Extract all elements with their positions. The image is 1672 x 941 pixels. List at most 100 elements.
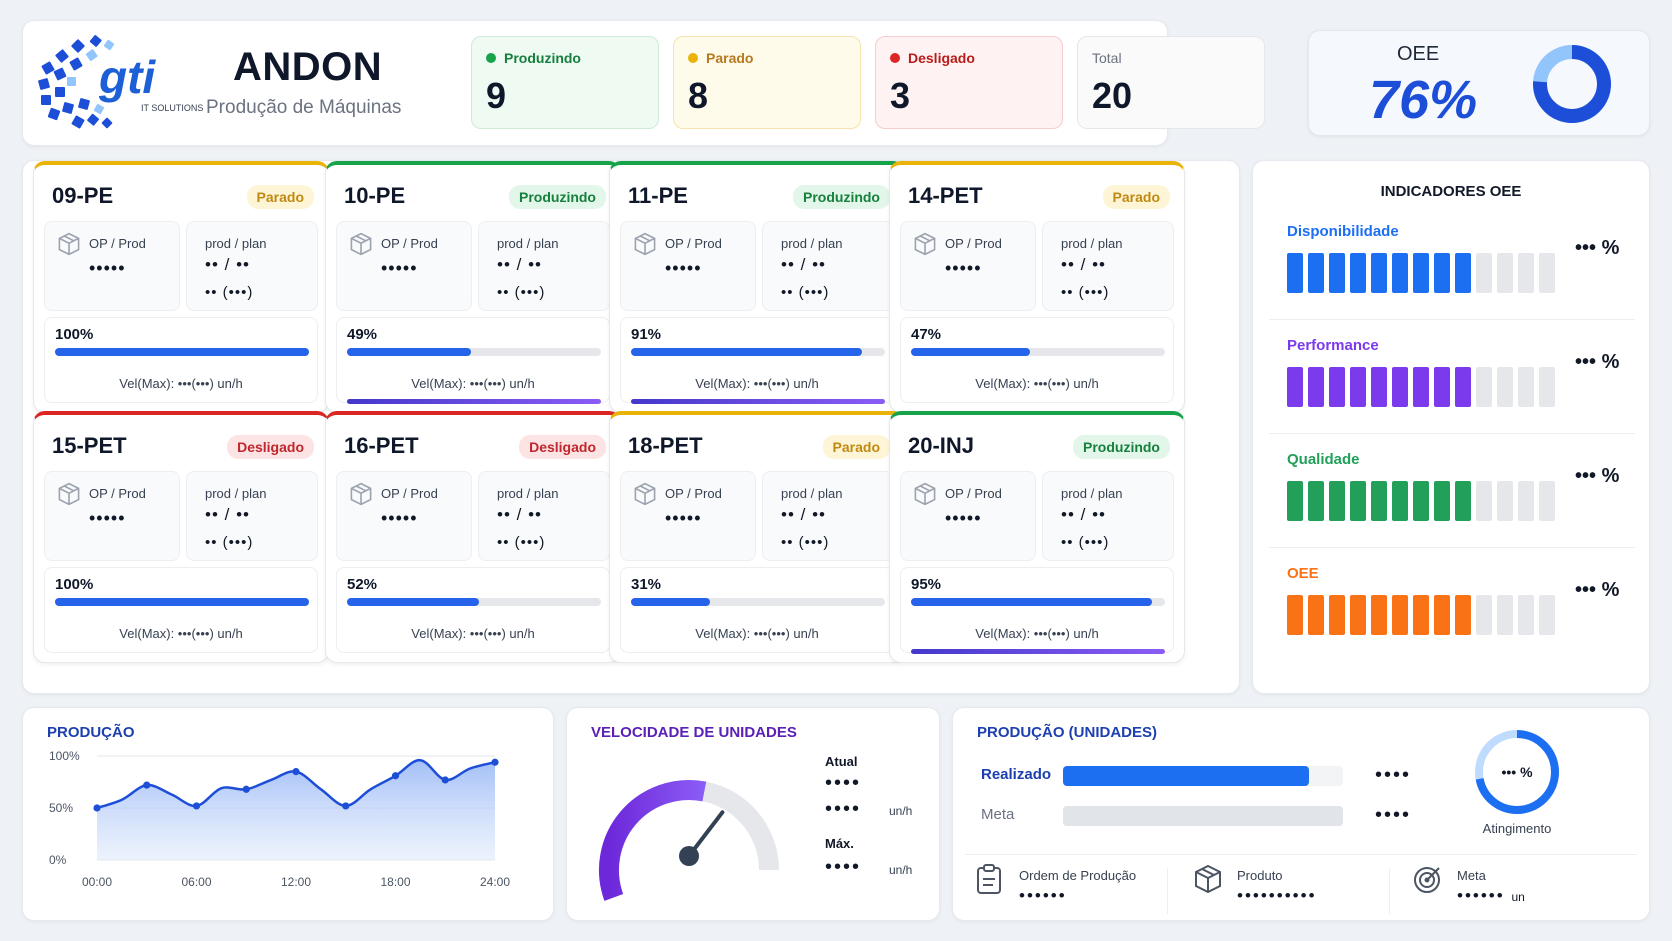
indicator-segment (1434, 367, 1450, 407)
atingimento-donut: ••• % (1475, 730, 1559, 814)
prod-plan-box: prod / plan •• / •• •• (•••) (478, 471, 610, 561)
indicator-segment (1413, 253, 1429, 293)
machine-card-16-pet[interactable]: 16-PET Desligado OP / Prod ••••• prod / plan… (325, 411, 621, 663)
indicator-segment (1413, 595, 1429, 635)
realizado-label: Realizado (981, 766, 1052, 783)
indicator-segment (1413, 367, 1429, 407)
box-icon (58, 482, 80, 506)
machine-card-14-pet[interactable]: 14-PET Parado OP / Prod ••••• prod / plan •• … (889, 161, 1185, 413)
meta-value: •••• (1375, 804, 1412, 826)
indicator-segment (1476, 481, 1492, 521)
machine-card-10-pe[interactable]: 10-PE Produzindo OP / Prod ••••• prod / plan… (325, 161, 621, 413)
progress-fill (631, 598, 710, 606)
stat-parado[interactable]: Parado 8 (673, 36, 861, 129)
progress-percent: 47% (911, 326, 942, 343)
indicator-segment (1371, 367, 1387, 407)
indicator-divider (1269, 319, 1635, 320)
indicator-segment (1287, 253, 1303, 293)
oee-value: 76% (1369, 70, 1478, 130)
footer-value: •••••• (1019, 886, 1067, 905)
op-prod-label: OP / Prod (945, 486, 1002, 501)
indicator-segment (1476, 367, 1492, 407)
machine-card-11-pe[interactable]: 11-PE Produzindo OP / Prod ••••• prod / plan… (609, 161, 905, 413)
status-badge: Desligado (227, 435, 314, 459)
meta-label: Meta (981, 806, 1015, 823)
indicator-segment (1308, 481, 1324, 521)
indicator-segment (1539, 253, 1555, 293)
prod-plan-box: prod / plan •• / •• •• (•••) (1042, 471, 1174, 561)
status-badge: Parado (246, 185, 314, 209)
units-divider (965, 854, 1637, 855)
svg-text:gti: gti (98, 51, 156, 103)
x-tick-label: 12:00 (281, 875, 311, 889)
indicator-segment (1434, 253, 1450, 293)
realizado-bar (1063, 766, 1310, 786)
data-point (441, 776, 449, 784)
indicator-segment (1350, 367, 1366, 407)
prod-plan-value: •• / •• (781, 255, 826, 274)
atingimento-value: ••• % (1501, 764, 1533, 780)
indicator-segment (1287, 367, 1303, 407)
stat-produzindo[interactable]: Produzindo 9 (471, 36, 659, 129)
box-icon (914, 482, 936, 506)
velocity-max-label: Máx. (825, 836, 854, 851)
footer-unit: un (1511, 890, 1525, 904)
velocity-max-value: •••• (825, 856, 862, 878)
progress-fill (911, 598, 1153, 606)
indicator-segment (1350, 481, 1366, 521)
machine-name: 10-PE (344, 183, 406, 208)
indicator-segment (1539, 595, 1555, 635)
indicator-segment (1455, 253, 1471, 293)
prod-plan-box: prod / plan •• / •• •• (•••) (1042, 221, 1174, 311)
op-prod-value: ••••• (381, 508, 418, 528)
realizado-value: •••• (1375, 764, 1412, 786)
machine-name: 18-PET (628, 433, 703, 458)
machine-card-20-inj[interactable]: 20-INJ Produzindo OP / Prod ••••• prod / pla… (889, 411, 1185, 663)
indicator-disponibilidade: Disponibilidade ••• % (1269, 211, 1635, 329)
gti-logo: gti IT SOLUTIONS (38, 35, 203, 129)
status-dot-icon (486, 53, 496, 63)
progress-percent: 52% (347, 576, 378, 593)
progress-fill (55, 598, 309, 606)
machine-card-15-pet[interactable]: 15-PET Desligado OP / Prod ••••• prod / plan… (33, 411, 329, 663)
indicator-segment (1518, 595, 1534, 635)
indicator-value: ••• % (1575, 351, 1620, 373)
stat-label: Total (1092, 50, 1122, 66)
production-chart-title: PRODUÇÃO (47, 724, 135, 741)
y-tick-label: 0% (49, 853, 67, 867)
target-icon (1414, 867, 1440, 893)
indicator-segment (1455, 481, 1471, 521)
prod-plan-box: prod / plan •• / •• •• (•••) (762, 221, 894, 311)
op-prod-label: OP / Prod (89, 486, 146, 501)
machine-card-18-pet[interactable]: 18-PET Parado OP / Prod ••••• prod / plan •• … (609, 411, 905, 663)
velocity-gauge (598, 780, 779, 901)
production-area (97, 760, 495, 860)
prod-plan-label: prod / plan (1061, 236, 1123, 251)
indicator-segment (1392, 253, 1408, 293)
velocity-text: Vel(Max): •••(•••) un/h (975, 626, 1099, 641)
indicator-segment (1329, 595, 1345, 635)
prod-plan-label: prod / plan (497, 486, 559, 501)
machine-name: 16-PET (344, 433, 419, 458)
stat-value: 3 (890, 75, 911, 116)
velocity-text: Vel(Max): •••(•••) un/h (411, 626, 535, 641)
op-prod-label: OP / Prod (89, 236, 146, 251)
stat-desligado[interactable]: Desligado 3 (875, 36, 1063, 129)
op-prod-box: OP / Prod ••••• (336, 471, 472, 561)
footer-label: Meta (1457, 868, 1486, 883)
op-prod-label: OP / Prod (381, 486, 438, 501)
header-bar: gti IT SOLUTIONS ANDON Produção de Máqui… (22, 20, 1265, 146)
oee-summary: OEE 76% (1308, 30, 1650, 136)
production-area-chart: 100% 50% 0% 00:00 06:00 12:00 18:00 24:00 (49, 749, 510, 889)
stat-total[interactable]: Total 20 (1077, 36, 1265, 129)
progress-box: 95% Vel(Max): •••(•••) un/h (900, 567, 1174, 654)
velocity-title: VELOCIDADE DE UNIDADES (591, 724, 797, 741)
production-chart-panel: PRODUÇÃO 100% 50% 0% 00:00 06:00 12:00 18:00 24… (22, 707, 554, 921)
prod-plan-value: •• / •• (205, 255, 250, 274)
machine-card-09-pe[interactable]: 09-PE Parado OP / Prod ••••• prod / plan •• /… (33, 161, 329, 413)
indicator-segment (1497, 253, 1513, 293)
status-badge: Parado (1102, 185, 1170, 209)
indicator-segment (1329, 253, 1345, 293)
running-indicator (911, 649, 1165, 654)
oee-label: OEE (1397, 43, 1440, 65)
